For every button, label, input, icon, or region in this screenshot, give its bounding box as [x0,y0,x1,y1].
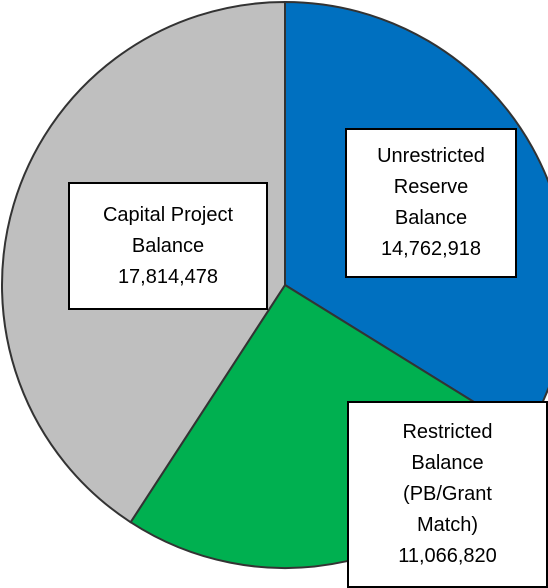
data-label: 17,814,478 [117,265,219,288]
slice-label: Restricted Balance (PB/Grant Match) [402,421,493,536]
data-label: 14,762,918 [380,238,482,260]
data-label: 11,066,820 [398,545,497,567]
slice-label: Capital Project Balance [102,203,234,257]
data-label-box: Unrestricted Reserve Balance 14,762,918 [345,128,517,278]
data-label-box: Capital Project Balance 17,814,478 [68,182,268,310]
slice-label: Unrestricted Reserve Balance [377,145,485,229]
data-label-box: Restricted Balance (PB/Grant Match) 11,06… [347,401,548,588]
